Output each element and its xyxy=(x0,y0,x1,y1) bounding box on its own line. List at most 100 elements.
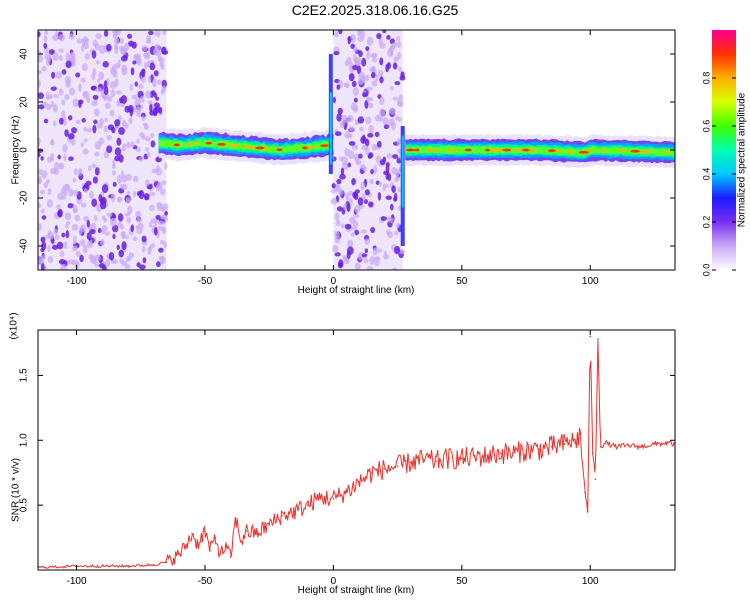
noise-speckle xyxy=(341,114,348,121)
noise-speckle xyxy=(379,108,386,118)
signal-core xyxy=(600,148,606,152)
noise-speckle xyxy=(107,95,113,102)
noise-speckle xyxy=(360,181,366,191)
noise-speckle xyxy=(38,31,41,37)
noise-speckle xyxy=(138,157,144,163)
noise-speckle xyxy=(116,196,123,203)
noise-speckle xyxy=(75,72,81,78)
snr-point xyxy=(358,480,360,483)
noise-speckle xyxy=(111,64,117,73)
noise-speckle xyxy=(43,42,48,49)
noise-speckle xyxy=(51,244,59,250)
noise-speckle xyxy=(357,116,365,124)
x-tick-label-top: 0 xyxy=(331,276,337,287)
noise-speckle xyxy=(78,83,82,92)
noise-speckle xyxy=(144,179,150,187)
noise-speckle xyxy=(164,210,169,216)
y-tick-label-bottom: 1.0 xyxy=(19,433,30,447)
noise-speckle xyxy=(353,97,358,103)
noise-speckle xyxy=(367,132,374,138)
noise-speckle xyxy=(357,197,364,206)
noise-speckle xyxy=(394,230,399,236)
noise-speckle xyxy=(368,201,374,208)
noise-speckle xyxy=(78,100,82,108)
noise-speckle xyxy=(98,118,104,126)
noise-speckle xyxy=(336,178,342,185)
noise-speckle xyxy=(138,264,146,270)
noise-speckle xyxy=(141,69,146,78)
snr-point xyxy=(214,536,217,539)
noise-speckle xyxy=(380,216,387,221)
y-tick-label-top: -20 xyxy=(19,190,30,205)
noise-speckle xyxy=(374,74,379,82)
noise-speckle xyxy=(396,138,401,147)
noise-speckle xyxy=(154,30,161,37)
snr-point xyxy=(178,553,181,556)
noise-speckle xyxy=(394,81,401,86)
noise-speckle xyxy=(355,159,362,166)
snr-point xyxy=(422,458,425,461)
noise-speckle xyxy=(366,50,370,60)
noise-speckle xyxy=(106,212,113,217)
x-tick-label-bottom: -100 xyxy=(67,576,87,587)
noise-speckle xyxy=(160,63,165,71)
snr-point xyxy=(224,545,227,548)
noise-speckle xyxy=(395,174,399,182)
noise-speckle xyxy=(342,162,349,170)
noise-speckle xyxy=(363,199,369,205)
noise-speckle xyxy=(128,117,133,125)
y-multiplier-label: (x10⁴) xyxy=(9,312,20,339)
signal-core xyxy=(229,144,240,147)
noise-speckle xyxy=(38,137,41,146)
noise-speckle xyxy=(41,215,47,220)
noise-speckle xyxy=(147,100,153,105)
x-tick-label-bottom: 0 xyxy=(331,576,337,587)
noise-speckle xyxy=(88,165,92,172)
snr-point xyxy=(186,543,188,545)
noise-speckle xyxy=(91,163,97,169)
noise-speckle xyxy=(61,99,66,106)
noise-speckle xyxy=(335,184,341,193)
noise-speckle xyxy=(156,164,160,173)
noise-speckle xyxy=(330,197,338,205)
noise-speckle xyxy=(110,89,116,98)
noise-speckle xyxy=(71,224,79,231)
noise-speckle xyxy=(375,155,382,164)
noise-speckle xyxy=(59,250,65,258)
noise-speckle xyxy=(150,217,157,224)
noise-speckle xyxy=(61,232,66,238)
colorbar-tick-label: 0.2 xyxy=(701,216,711,229)
signal-core xyxy=(446,148,452,152)
noise-speckle xyxy=(56,204,61,210)
noise-speckle xyxy=(101,225,108,232)
noise-speckle xyxy=(112,259,118,265)
noise-speckle xyxy=(41,170,48,179)
noise-speckle xyxy=(147,75,152,84)
noise-speckle xyxy=(82,91,88,98)
noise-speckle xyxy=(100,238,105,246)
signal-core xyxy=(255,146,266,150)
noise-speckle xyxy=(157,220,165,225)
noise-speckle xyxy=(351,144,359,151)
noise-speckle xyxy=(111,126,116,134)
noise-speckle xyxy=(89,229,96,235)
noise-speckle xyxy=(156,203,164,212)
edge-streak-core xyxy=(401,135,404,208)
noise-speckle xyxy=(364,248,368,254)
noise-speckle xyxy=(141,235,147,243)
noise-speckle xyxy=(336,84,341,90)
noise-speckle xyxy=(382,156,387,163)
noise-speckle xyxy=(398,66,402,72)
noise-speckle xyxy=(334,31,339,38)
noise-speckle xyxy=(366,36,374,46)
noise-speckle xyxy=(60,187,66,194)
noise-speckle xyxy=(352,64,359,71)
noise-speckle xyxy=(148,221,153,228)
snr-point xyxy=(666,442,669,444)
snr-point xyxy=(568,439,571,442)
snr-point xyxy=(306,504,309,506)
noise-speckle xyxy=(348,197,353,206)
signal-core xyxy=(587,148,593,152)
noise-speckle xyxy=(64,94,70,101)
snr-point xyxy=(592,452,594,455)
